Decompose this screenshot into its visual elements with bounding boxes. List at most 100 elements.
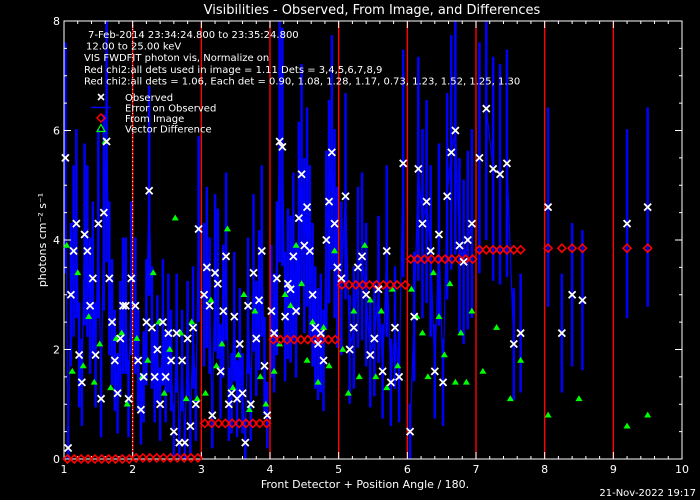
legend-from-image-symbol [95, 112, 107, 124]
error-bar-link [485, 108, 494, 169]
from-image-marker [474, 244, 485, 255]
error-bar-link [70, 250, 75, 295]
vector-difference-marker [350, 307, 358, 314]
from-image-marker [130, 452, 142, 464]
error-bar-link [298, 174, 303, 219]
error-bar-link [165, 333, 169, 377]
error-bar-link [281, 146, 286, 317]
observed-marker [91, 350, 100, 360]
error-bar-link [92, 278, 97, 355]
from-image-marker [621, 243, 633, 254]
from-image-marker [151, 452, 162, 464]
observed-marker [221, 252, 231, 261]
error-bar-link [203, 267, 208, 295]
observed-marker [213, 279, 222, 288]
error-bar-link [450, 130, 456, 153]
from-image-marker [309, 334, 320, 345]
vector-difference-marker [155, 318, 163, 325]
vector-difference-marker [149, 269, 157, 276]
from-image-marker [556, 243, 567, 254]
observed-marker [88, 274, 97, 283]
from-image-marker [282, 334, 293, 345]
observed-marker [394, 372, 404, 382]
from-image-marker [288, 334, 300, 345]
error-bar-link [214, 272, 219, 284]
from-image-marker [542, 243, 554, 254]
error-bar-link [192, 327, 197, 405]
from-image-marker [179, 452, 190, 464]
error-bar-link [390, 327, 396, 383]
observed-marker [502, 159, 512, 168]
error-bar-link [258, 250, 263, 301]
footer-date: 21-Nov-2022 19:17 [599, 488, 696, 499]
error-bar-link [114, 360, 119, 394]
error-bar-link [151, 327, 156, 377]
vector-difference-marker [68, 367, 76, 374]
from-image-marker [433, 254, 444, 265]
observed-marker [188, 323, 198, 332]
info-text: 7-Feb-2014 23:34:24.800 to 23:35:24.8001… [84, 30, 520, 87]
observed-marker [172, 328, 181, 338]
observed-marker [150, 372, 159, 382]
observed-marker [349, 323, 358, 332]
observed-marker [205, 301, 214, 310]
error-bar-link [162, 322, 167, 377]
vector-difference-marker [314, 378, 322, 385]
vector-difference-marker [303, 356, 311, 363]
error-bar-link [309, 250, 314, 295]
error-bar-link [303, 207, 308, 246]
legend-label: Observed [125, 93, 173, 104]
x-tick-label: 10 [675, 463, 689, 476]
from-image-marker [391, 279, 403, 291]
error-bar-link [331, 152, 336, 224]
vector-difference-marker [493, 324, 501, 330]
error-bar-link [125, 305, 130, 399]
observed-marker [482, 104, 491, 113]
error-bar-link [425, 201, 432, 251]
info-line: 12.00 to 25.00 keV [86, 42, 181, 53]
error-bar-link [446, 152, 452, 197]
info-line: VIS FWDFIT photon vis, Normalize on [84, 53, 269, 64]
observed-marker [345, 345, 354, 354]
observed-marker [263, 411, 272, 420]
x-tick-label: 3 [198, 463, 205, 476]
legend-label: Vector Difference [125, 125, 212, 136]
vector-difference-marker [298, 280, 306, 287]
observed-marker [83, 246, 92, 256]
vector-difference-marker [446, 280, 454, 287]
info-line: Red chi2:all dets used in image = 1.11 D… [84, 65, 382, 76]
error-bar-link [349, 327, 355, 350]
observed-marker [127, 274, 136, 283]
from-image-marker [515, 244, 526, 255]
error-bar-link [178, 360, 183, 443]
vector-difference-marker [462, 378, 470, 385]
observed-marker [405, 427, 415, 436]
vector-difference-marker [171, 214, 179, 221]
vector-difference-marker [575, 395, 583, 402]
error-bar-link [222, 256, 227, 312]
error-bar-link [84, 234, 88, 252]
observed-marker [230, 312, 239, 321]
vector-difference-marker [394, 362, 402, 369]
observed-marker [333, 263, 342, 272]
error-bar-link [270, 311, 275, 334]
observed-marker [316, 328, 325, 338]
vector-difference-marker [74, 269, 82, 276]
from-image-marker [336, 279, 348, 291]
error-bar-link [442, 196, 448, 383]
vector-difference-marker [90, 378, 98, 385]
error-bar-link [105, 141, 110, 279]
from-image-marker [378, 279, 389, 291]
from-image-marker [254, 418, 265, 429]
error-bar-link [276, 141, 281, 279]
error-bar-link [140, 376, 145, 410]
observed-marker [578, 296, 587, 305]
error-bar-link [353, 267, 359, 328]
vector-difference-marker [366, 296, 374, 303]
chart-title: Visibilities - Observed, From Image, and… [204, 3, 541, 18]
observed-marker [96, 394, 106, 403]
vector-difference-marker [479, 367, 487, 374]
y-tick-label: 6 [53, 125, 60, 138]
observed-marker [267, 307, 276, 316]
